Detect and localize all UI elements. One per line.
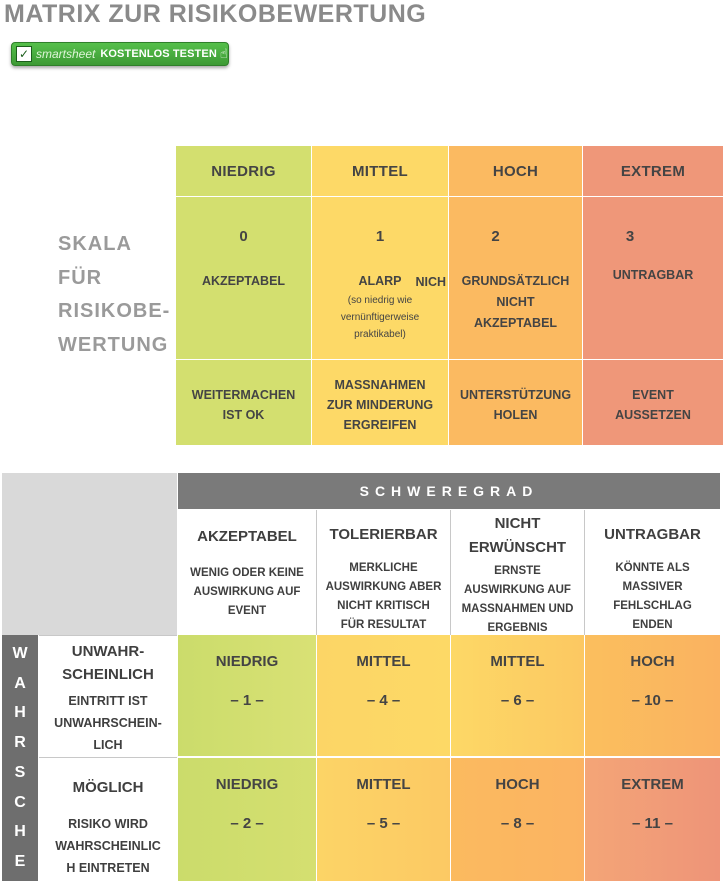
scale-action-2: UNTERSTÜTZUNG HOLEN (449, 360, 582, 445)
matrix-cell: HOCH – 10 – (585, 635, 720, 756)
severity-header-nicht-erwuenscht: NICHT ERWÜNSCHT ERNSTE AUSWIRKUNG AUF MA… (450, 510, 584, 635)
scale-level-1: 1 ALARP NICH (so niedrig wie vernünftige… (312, 197, 448, 359)
likelihood-label-bar: W A H R S C H E (2, 635, 38, 881)
scale-caption: SKALA FÜR RISIKOBE- WERTUNG (58, 233, 171, 356)
matrix-cell: NIEDRIG – 1 – (178, 635, 316, 756)
scale-level-0: 0 AKZEPTABEL (176, 197, 311, 359)
checkmark-icon: ✓ (16, 46, 32, 62)
page-title: MATRIX ZUR RISIKOBEWERTUNG (4, 0, 427, 28)
severity-header-akzeptabel: AKZEPTABEL WENIG ODER KEINE AUSWIRKUNG A… (178, 510, 316, 635)
severity-banner: SCHWEREGRAD (178, 473, 720, 509)
matrix-cell: MITTEL – 4 – (317, 635, 450, 756)
scale-header-hoch: HOCH (449, 146, 582, 196)
matrix-cell: MITTEL – 6 – (451, 635, 584, 756)
risk-scale-table: NIEDRIG MITTEL HOCH EXTREM 0 AKZEPTABEL … (176, 146, 723, 445)
likelihood-row-moeglich: MÖGLICH RISIKO WIRD WAHRSCHEINLIC H EINT… (39, 757, 177, 881)
matrix-cell: NIEDRIG – 2 – (178, 758, 316, 881)
scale-header-mittel: MITTEL (312, 146, 448, 196)
scale-header-extrem: EXTREM (583, 146, 723, 196)
free-trial-label: KOSTENLOS TESTEN (100, 48, 217, 60)
scale-action-0: WEITERMACHEN IST OK (176, 360, 311, 445)
matrix-cell: MITTEL – 5 – (317, 758, 450, 881)
brand-logo-text: smartsheet (36, 47, 96, 61)
severity-header-untragbar: UNTRAGBAR KÖNNTE ALS MASSIVER FEHLSCHLAG… (584, 510, 720, 635)
matrix-cell: HOCH – 8 – (451, 758, 584, 881)
scale-action-1: MASSNAHMEN ZUR MINDERUNG ERGREIFEN (312, 360, 448, 445)
severity-header-tolerierbar: TOLERIERBAR MERKLICHE AUSWIRKUNG ABER NI… (316, 510, 450, 635)
risk-matrix-table: SCHWEREGRAD AKZEPTABEL WENIG ODER KEINE … (2, 473, 720, 881)
matrix-cell: EXTREM – 11 – (585, 758, 720, 881)
free-trial-button[interactable]: ✓ smartsheet KOSTENLOS TESTEN ☝ (11, 42, 229, 66)
scale-header-niedrig: NIEDRIG (176, 146, 311, 196)
matrix-corner (2, 473, 177, 635)
scale-level-3: 3 UNTRAGBAR (583, 197, 723, 359)
likelihood-row-unwahrscheinlich: UNWAHR- SCHEINLICH EINTRITT IST UNWAHRSC… (39, 635, 177, 757)
scale-action-3: EVENT AUSSETZEN (583, 360, 723, 445)
pointer-hand-icon: ☝ (219, 46, 228, 61)
scale-level-2: 2 GRUNDSÄTZLICH NICHT AKZEPTABEL (449, 197, 582, 359)
